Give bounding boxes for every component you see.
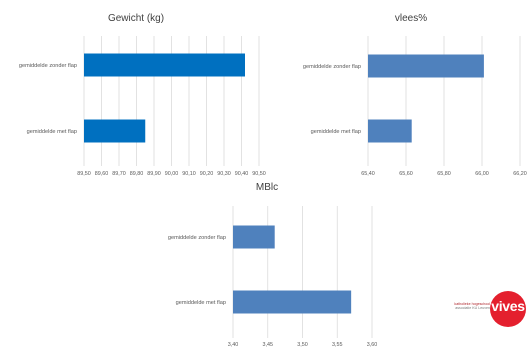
x-tick-label: 90,20	[200, 171, 214, 177]
logo-caption: katholieke hogeschool associatie KU Leuv…	[440, 302, 490, 311]
category-label: gemiddelde met flap	[311, 129, 361, 135]
x-tick-label: 3,55	[332, 342, 343, 347]
bar	[233, 290, 352, 314]
x-tick-label: 89,60	[95, 171, 109, 177]
chart-title: Gewicht (kg)	[108, 13, 164, 24]
logo-line-1: katholieke hogeschool	[454, 302, 490, 306]
x-tick-label: 90,10	[182, 171, 196, 177]
bar	[84, 53, 245, 77]
category-label: gemiddelde met flap	[176, 300, 226, 306]
bar	[368, 119, 412, 143]
x-tick-label: 89,90	[147, 171, 161, 177]
x-tick-label: 66,00	[475, 171, 489, 177]
x-tick-label: 3,40	[228, 342, 239, 347]
vives-logo: katholieke hogeschool associatie KU Leuv…	[440, 291, 526, 327]
logo-circle-icon	[490, 291, 526, 327]
bar	[368, 54, 484, 78]
logo-line-2: associatie KU Leuven	[455, 306, 490, 311]
x-tick-label: 66,20	[513, 171, 527, 177]
chart-title: MBlc	[256, 182, 278, 193]
category-label: gemiddelde zonder flap	[303, 64, 361, 70]
x-tick-label: 3,45	[263, 342, 274, 347]
x-tick-label: 90,00	[165, 171, 179, 177]
bar	[84, 119, 146, 143]
x-tick-label: 89,70	[112, 171, 126, 177]
logo-wordmark: vives	[491, 298, 525, 314]
x-tick-label: 90,30	[217, 171, 231, 177]
bar	[233, 225, 275, 249]
x-tick-label: 65,80	[437, 171, 451, 177]
x-tick-label: 65,60	[399, 171, 413, 177]
x-tick-label: 90,40	[235, 171, 249, 177]
x-tick-label: 90,50	[252, 171, 266, 177]
chart-title: vlees%	[395, 13, 427, 24]
category-label: gemiddelde zonder flap	[168, 235, 226, 241]
x-tick-label: 89,80	[130, 171, 144, 177]
x-tick-label: 3,50	[297, 342, 308, 347]
x-tick-label: 89,50	[77, 171, 91, 177]
x-tick-label: 65,40	[361, 171, 375, 177]
x-tick-label: 3,60	[367, 342, 378, 347]
category-label: gemiddelde zonder flap	[19, 63, 77, 69]
category-label: gemiddelde met flap	[27, 129, 77, 135]
